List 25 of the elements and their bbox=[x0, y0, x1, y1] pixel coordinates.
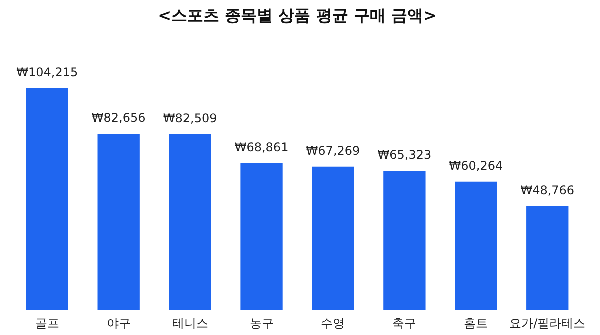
data-label: ₩48,766 bbox=[520, 183, 575, 198]
bar bbox=[240, 164, 283, 310]
x-tick-label: 축구 bbox=[392, 316, 417, 330]
x-tick-label: 수영 bbox=[321, 316, 346, 330]
data-label: ₩65,323 bbox=[378, 148, 432, 162]
chart-title: <스포츠 종목별 상품 평균 구매 금액> bbox=[158, 6, 437, 25]
bar bbox=[526, 206, 569, 310]
bar bbox=[26, 88, 68, 310]
bar bbox=[455, 182, 498, 310]
bar bbox=[169, 134, 212, 310]
x-tick-label: 테니스 bbox=[172, 316, 208, 330]
bar bbox=[98, 134, 140, 310]
data-label: ₩67,269 bbox=[306, 144, 360, 158]
x-tick-label: 홈트 bbox=[464, 316, 488, 330]
data-label: ₩60,264 bbox=[449, 158, 504, 173]
data-label: ₩104,215 bbox=[16, 65, 78, 80]
data-label: ₩68,861 bbox=[234, 140, 289, 155]
x-tick-label: 요가/필라테스 bbox=[510, 316, 586, 330]
data-label: ₩82,509 bbox=[163, 112, 218, 126]
x-tick-label: 야구 bbox=[106, 316, 131, 330]
bar bbox=[312, 166, 354, 310]
data-label: ₩82,656 bbox=[92, 111, 146, 126]
x-tick-label: 농구 bbox=[250, 316, 274, 330]
bar bbox=[384, 171, 426, 310]
x-tick-label: 골프 bbox=[35, 316, 60, 330]
